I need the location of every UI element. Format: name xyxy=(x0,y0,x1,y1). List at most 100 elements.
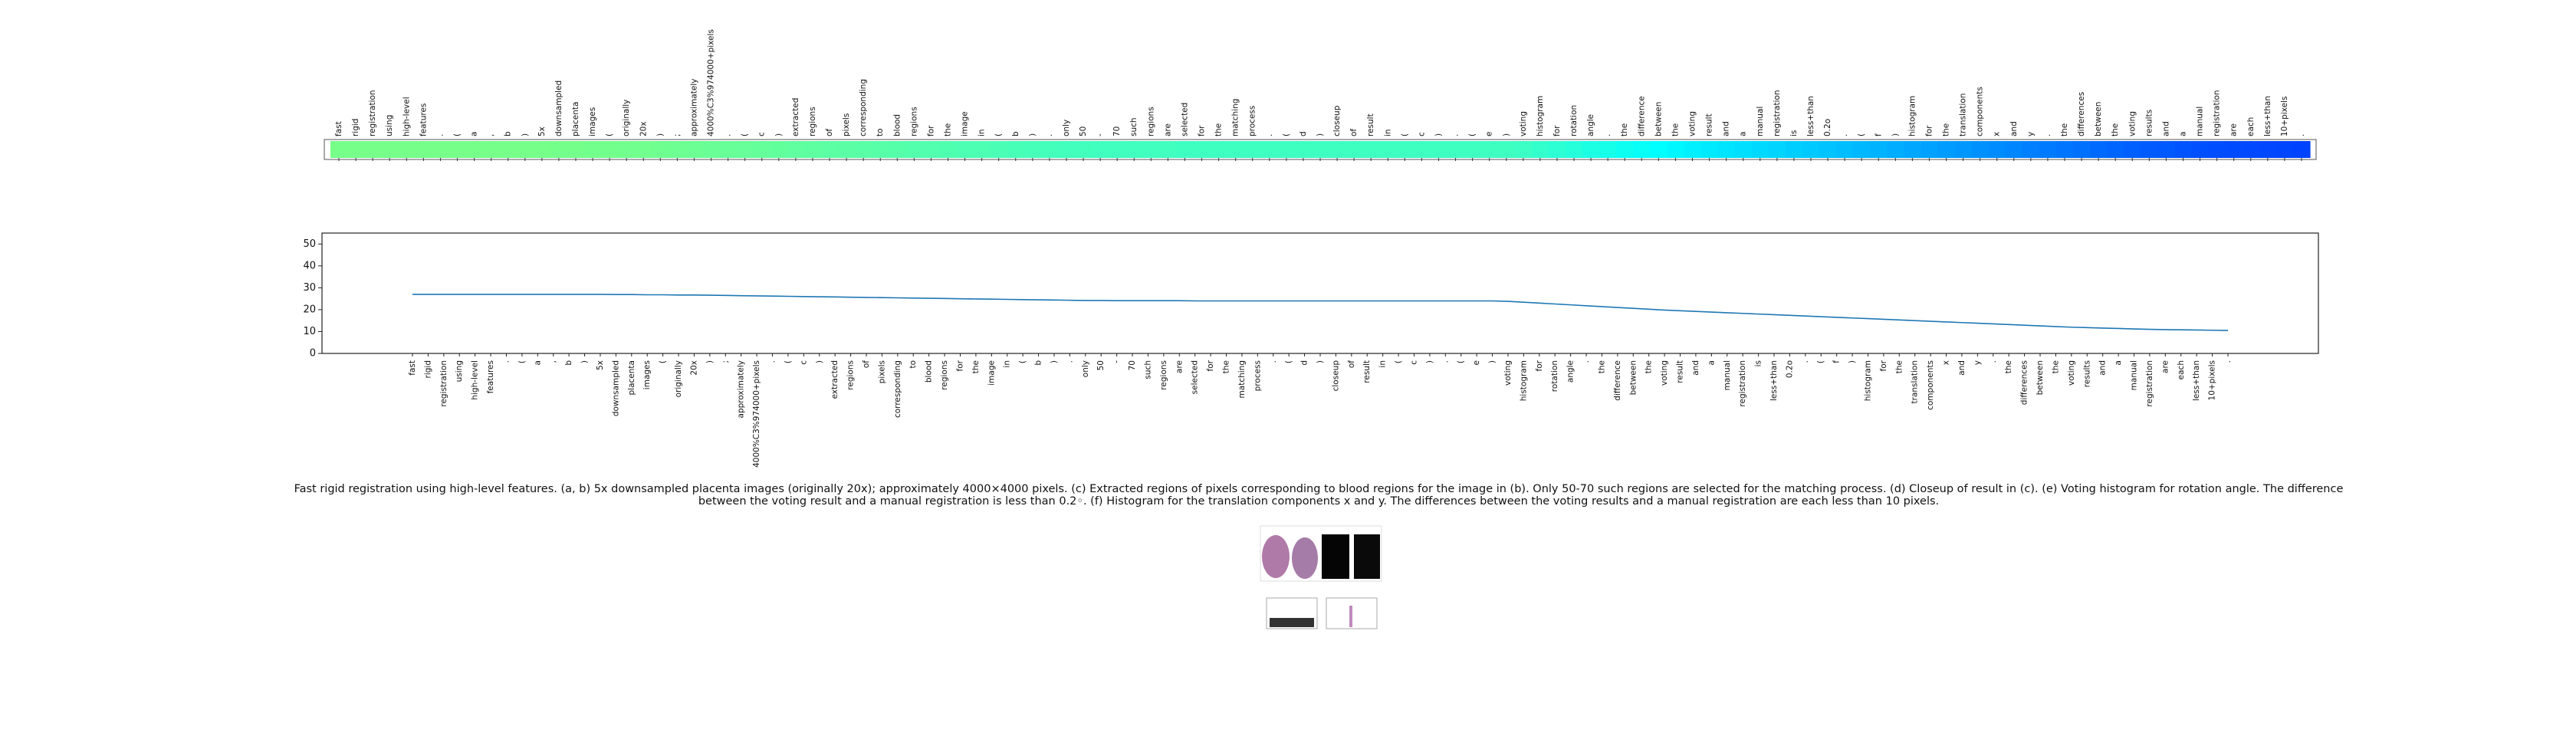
strip-cell xyxy=(2275,141,2294,158)
strip-cell xyxy=(567,141,585,158)
top-token: differences xyxy=(2077,92,2086,136)
top-token: placenta xyxy=(571,102,580,136)
strip-cell xyxy=(1277,141,1296,158)
top-token: closeup xyxy=(1332,105,1342,136)
top-token: ( xyxy=(453,133,462,136)
top-token: registration xyxy=(1773,90,1782,136)
strip-cell xyxy=(516,141,534,158)
strip-cell xyxy=(2124,141,2141,158)
x-token: , xyxy=(549,360,558,363)
top-token: fast xyxy=(334,121,343,136)
x-token: ) xyxy=(1050,360,1059,363)
strip-cell xyxy=(415,141,433,158)
x-token: . xyxy=(1441,360,1450,363)
x-token: . xyxy=(501,360,511,363)
y-tick-label: 50 xyxy=(303,238,316,250)
top-token: ) xyxy=(1316,133,1325,136)
thumb-f-peak xyxy=(1349,606,1352,627)
x-token: b xyxy=(1034,360,1043,366)
top-token: difference xyxy=(1637,96,1646,136)
strip-cell xyxy=(2022,141,2040,158)
top-token: ( xyxy=(1400,133,1409,136)
thumb-e-bars xyxy=(1270,618,1314,627)
strip-cell xyxy=(1480,141,1499,158)
top-token: ( xyxy=(605,133,614,136)
strip-cell xyxy=(364,141,382,158)
strip-cell xyxy=(922,141,941,158)
strip-cell xyxy=(1599,141,1617,158)
top-token: b xyxy=(1011,131,1020,136)
x-token: and xyxy=(1691,360,1700,376)
strip-cell xyxy=(1413,141,1431,158)
top-token: image xyxy=(961,111,970,136)
top-token: features xyxy=(419,104,428,136)
top-token: less+than xyxy=(1806,96,1815,136)
top-token: only xyxy=(1062,120,1071,136)
strip-cell xyxy=(1362,141,1380,158)
top-token: high-level xyxy=(402,97,411,136)
top-token: the xyxy=(943,123,952,136)
y-tick-label: 30 xyxy=(303,282,316,294)
strip-cell xyxy=(1210,141,1228,158)
top-token: pixels xyxy=(842,113,851,136)
x-token: ) xyxy=(1488,360,1497,363)
strip-cell xyxy=(1075,141,1092,158)
top-token: and xyxy=(1722,121,1731,136)
x-token: difference xyxy=(1613,360,1622,401)
x-token: 4000%C3%974000+pixels xyxy=(752,360,761,468)
y-tick-label: 40 xyxy=(303,260,316,271)
x-token: 50 xyxy=(1096,360,1106,370)
x-token: 0.2o xyxy=(1785,360,1794,378)
top-token: histogram xyxy=(1536,96,1545,136)
top-token: approximately xyxy=(689,79,698,136)
x-token: ( xyxy=(1457,360,1466,363)
top-token: the xyxy=(1942,123,1951,136)
top-token: a xyxy=(1739,132,1748,136)
top-token: ) xyxy=(656,133,665,136)
x-token: in xyxy=(1003,360,1012,368)
strip-cell xyxy=(1565,141,1583,158)
x-token: . xyxy=(1989,360,1998,363)
strip-cell xyxy=(1582,141,1600,158)
top-token: for xyxy=(1198,125,1207,136)
x-token: 5x xyxy=(596,360,605,370)
top-token: angle xyxy=(1586,114,1595,136)
top-token: voting xyxy=(2128,111,2137,136)
x-token: selected xyxy=(1191,360,1200,394)
x-token: a xyxy=(1707,360,1716,365)
x-token: the xyxy=(971,360,981,373)
strip-cell xyxy=(669,141,687,158)
x-token: ) xyxy=(705,360,715,363)
x-token: and xyxy=(1957,360,1967,376)
strip-cell xyxy=(2259,141,2277,158)
top-token: between xyxy=(2094,102,2103,136)
x-token: 70 xyxy=(1128,360,1137,370)
top-token: such xyxy=(1129,117,1138,136)
top-token: components xyxy=(1976,87,1985,136)
strip-cell xyxy=(1971,141,1990,158)
strip-cell xyxy=(2005,141,2023,158)
x-token: ( xyxy=(518,360,527,363)
strip-cell xyxy=(889,141,906,158)
strip-cell xyxy=(1954,141,1973,158)
x-token: ) xyxy=(815,360,824,363)
x-token: for xyxy=(955,360,964,371)
top-token: 5x xyxy=(537,127,547,136)
strip-cell xyxy=(432,141,450,158)
strip-cell xyxy=(1294,141,1313,158)
top-token: ) xyxy=(1502,133,1511,136)
x-token: less+than xyxy=(2192,360,2201,401)
y-tick-label: 0 xyxy=(310,348,316,360)
top-token: result xyxy=(1705,113,1714,136)
top-token: a xyxy=(470,132,479,136)
x-token: ; xyxy=(721,360,730,363)
x-token: placenta xyxy=(627,360,636,395)
top-token: y xyxy=(2026,132,2036,136)
x-token: rotation xyxy=(1550,360,1559,392)
top-token: for xyxy=(926,125,935,136)
strip-cell xyxy=(939,141,958,158)
x-token: rigid xyxy=(423,360,432,378)
x-token: ) xyxy=(1316,360,1325,363)
